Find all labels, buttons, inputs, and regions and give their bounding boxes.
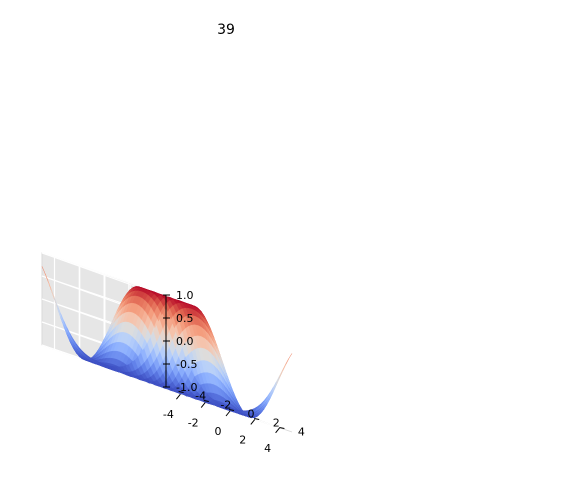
x-tick xyxy=(176,393,181,400)
x-tick xyxy=(275,427,280,434)
x-tick xyxy=(225,410,231,417)
y-tick xyxy=(203,400,209,402)
y-tick-label: -2 xyxy=(220,399,231,412)
z-tick-label: -0.5 xyxy=(176,358,197,371)
z-tick-label: 1.0 xyxy=(176,289,194,302)
surface-mesh xyxy=(41,266,293,419)
y-tick-label: 0 xyxy=(248,408,255,421)
x-tick xyxy=(250,419,256,425)
y-tick xyxy=(228,409,235,411)
y-tick xyxy=(279,427,285,429)
x-tick xyxy=(200,402,206,408)
y-tick-label: 4 xyxy=(298,426,305,439)
y-axis: -4 -2 0 2 4 xyxy=(178,390,305,439)
z-tick-label: 0.5 xyxy=(176,312,194,325)
y-tick xyxy=(254,418,260,420)
z-tick-label: 0.0 xyxy=(176,335,194,348)
y-tick-label: -4 xyxy=(195,390,206,403)
z-tick-label: -1.0 xyxy=(176,381,197,394)
x-tick-label: -4 xyxy=(163,408,174,421)
y-tick xyxy=(178,391,184,393)
x-tick-label: -2 xyxy=(188,417,199,430)
chart-title: 39 xyxy=(217,22,235,38)
y-tick-label: 2 xyxy=(273,417,280,430)
x-tick-label: 0 xyxy=(215,425,222,438)
x-tick-label: 2 xyxy=(239,433,246,446)
z-axis: -1.0 -0.5 0.0 0.5 1.0 xyxy=(163,289,197,394)
x-tick-label: 4 xyxy=(264,442,271,455)
